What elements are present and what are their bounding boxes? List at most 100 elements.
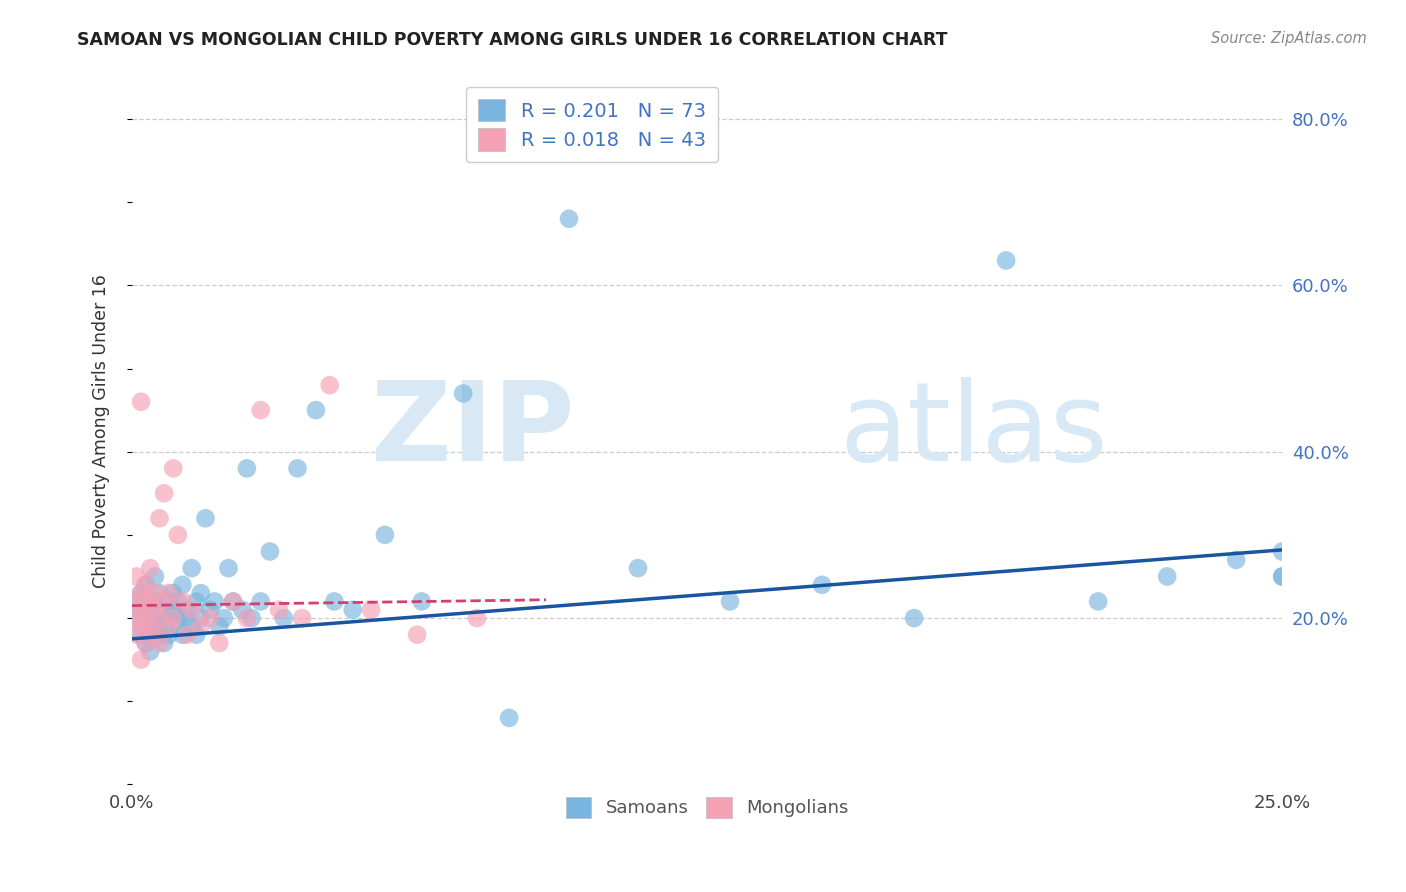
Point [139, 611, 162, 625]
Point [125, 594, 148, 608]
Point [139, 644, 162, 658]
Point [240, 611, 263, 625]
Point [1271, 544, 1294, 558]
Point [129, 628, 152, 642]
Point [148, 636, 170, 650]
Point [1271, 569, 1294, 583]
Point [180, 561, 202, 575]
Point [411, 594, 433, 608]
Point [204, 594, 226, 608]
Point [231, 603, 253, 617]
Point [190, 586, 212, 600]
Point [167, 619, 190, 633]
Point [167, 528, 190, 542]
Point [153, 619, 176, 633]
Point [172, 594, 194, 608]
Point [323, 594, 346, 608]
Point [139, 619, 162, 633]
Point [374, 528, 396, 542]
Text: SAMOAN VS MONGOLIAN CHILD POVERTY AMONG GIRLS UNDER 16 CORRELATION CHART: SAMOAN VS MONGOLIAN CHILD POVERTY AMONG … [77, 31, 948, 49]
Point [465, 611, 488, 625]
Point [903, 611, 925, 625]
Point [172, 628, 194, 642]
Point [129, 619, 152, 633]
Point [125, 569, 148, 583]
Point [176, 628, 198, 642]
Point [135, 578, 157, 592]
Point [222, 594, 245, 608]
Point [135, 594, 157, 608]
Point [273, 611, 295, 625]
Point [153, 486, 176, 500]
Point [186, 628, 208, 642]
Point [157, 619, 180, 633]
Point [162, 586, 184, 600]
Point [558, 211, 581, 226]
Point [148, 611, 170, 625]
Point [139, 628, 162, 642]
Point [180, 619, 202, 633]
Point [162, 611, 184, 625]
Point [139, 561, 162, 575]
Point [627, 561, 650, 575]
Point [305, 403, 328, 417]
Point [153, 603, 176, 617]
Point [167, 594, 190, 608]
Point [148, 511, 170, 525]
Point [153, 594, 176, 608]
Point [129, 603, 152, 617]
Point [811, 578, 834, 592]
Point [125, 611, 148, 625]
Point [208, 619, 231, 633]
Point [143, 569, 166, 583]
Point [162, 461, 184, 475]
Point [360, 603, 382, 617]
Point [198, 611, 221, 625]
Point [1271, 569, 1294, 583]
Point [172, 578, 194, 592]
Point [190, 611, 212, 625]
Point [176, 611, 198, 625]
Point [176, 603, 198, 617]
Point [218, 561, 240, 575]
Point [995, 253, 1018, 268]
Text: atlas: atlas [839, 377, 1108, 484]
Point [157, 628, 180, 642]
Point [287, 461, 309, 475]
Point [129, 653, 152, 667]
Point [236, 611, 259, 625]
Point [135, 611, 157, 625]
Point [143, 603, 166, 617]
Point [718, 594, 741, 608]
Point [342, 603, 364, 617]
Point [135, 636, 157, 650]
Point [167, 611, 190, 625]
Y-axis label: Child Poverty Among Girls Under 16: Child Poverty Among Girls Under 16 [93, 274, 110, 588]
Point [129, 586, 152, 600]
Text: ZIP: ZIP [371, 377, 575, 484]
Point [1087, 594, 1109, 608]
Point [125, 611, 148, 625]
Point [194, 511, 217, 525]
Point [148, 628, 170, 642]
Point [198, 603, 221, 617]
Point [139, 594, 162, 608]
Point [157, 611, 180, 625]
Point [135, 619, 157, 633]
Point [157, 594, 180, 608]
Point [148, 611, 170, 625]
Point [406, 628, 429, 642]
Point [129, 394, 152, 409]
Point [236, 461, 259, 475]
Point [143, 594, 166, 608]
Point [212, 611, 235, 625]
Point [157, 586, 180, 600]
Point [143, 586, 166, 600]
Point [291, 611, 314, 625]
Point [186, 594, 208, 608]
Point [1225, 553, 1247, 567]
Point [125, 628, 148, 642]
Point [139, 603, 162, 617]
Point [148, 586, 170, 600]
Point [498, 711, 520, 725]
